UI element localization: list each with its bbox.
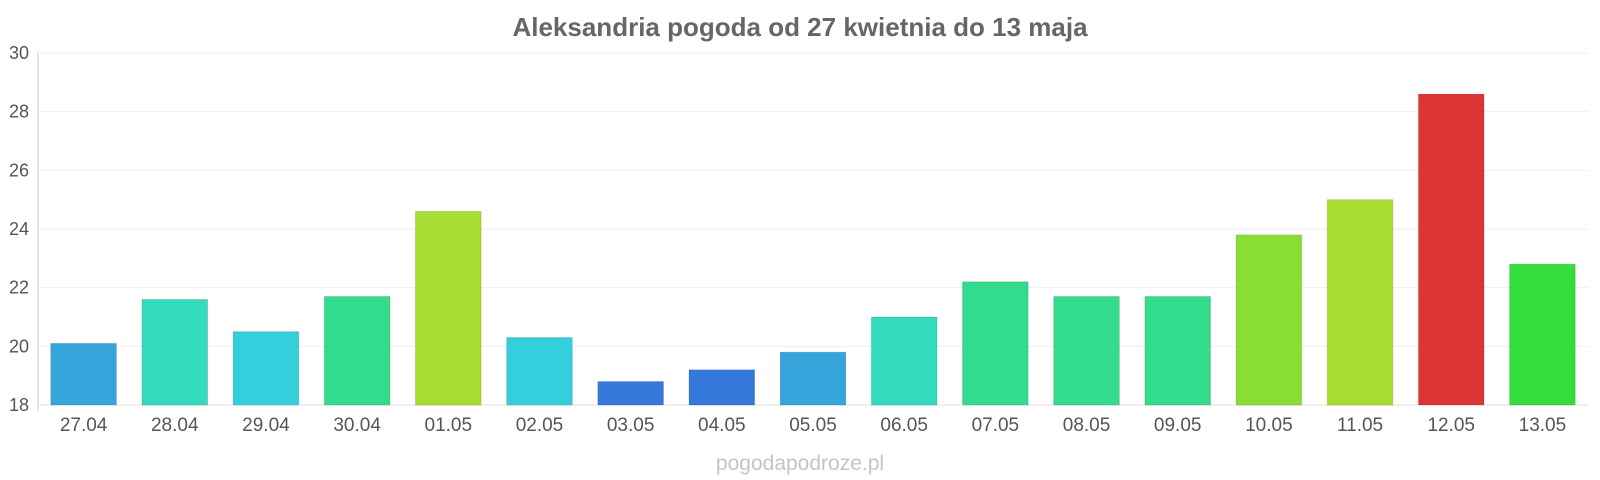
x-tick-label: 07.05 — [972, 415, 1020, 436]
bar-28.04[interactable] — [141, 298, 209, 406]
bar-07.05[interactable] — [962, 281, 1029, 406]
bar-12.05[interactable] — [1417, 93, 1485, 406]
x-tick-label: 05.05 — [789, 415, 837, 436]
x-axis-labels: 27.04 28.04 29.04 30.04 01.05 02.05 03.05 04.05… — [60, 415, 1566, 436]
x-tick-label: 11.05 — [1337, 415, 1383, 436]
bar-11.05[interactable] — [1326, 199, 1394, 406]
y-tick-label: 18 — [9, 395, 29, 415]
bar-30.04[interactable] — [323, 295, 391, 406]
x-tick-label: 09.05 — [1154, 415, 1202, 436]
x-tick-label: 12.05 — [1427, 415, 1475, 436]
x-tick-label: 06.05 — [880, 415, 928, 436]
x-tick-label: 29.04 — [242, 415, 290, 436]
x-tick-label: 01.05 — [425, 415, 473, 436]
bar-13.05[interactable] — [1509, 263, 1576, 406]
x-tick-label: 10.05 — [1245, 415, 1293, 436]
x-tick-label: 28.04 — [151, 415, 199, 436]
bar-03.05[interactable] — [597, 381, 664, 406]
x-tick-label: 27.04 — [60, 415, 108, 436]
bar-02.05[interactable] — [506, 337, 573, 406]
bar-08.05[interactable] — [1053, 295, 1120, 406]
x-tick-label: 08.05 — [1063, 415, 1111, 436]
x-tick-label: 04.05 — [698, 415, 746, 436]
bar-04.05[interactable] — [688, 369, 756, 406]
y-tick-label: 20 — [9, 336, 29, 356]
y-axis-ticks: 18 20 22 24 26 28 30 — [9, 43, 29, 415]
bar-09.05[interactable] — [1144, 295, 1212, 406]
y-tick-label: 30 — [9, 43, 29, 63]
y-tick-label: 22 — [9, 278, 29, 298]
x-tick-label: 02.05 — [516, 415, 564, 436]
watermark-text: pogodapodroze.pl — [716, 452, 884, 475]
bar-10.05[interactable] — [1235, 234, 1303, 406]
x-tick-label: 30.04 — [333, 415, 381, 436]
y-tick-label: 26 — [9, 160, 29, 180]
x-tick-label: 03.05 — [607, 415, 655, 436]
y-tick-label: 28 — [9, 102, 29, 122]
bar-06.05[interactable] — [870, 316, 938, 406]
bar-27.04[interactable] — [50, 342, 117, 406]
y-tick-label: 24 — [9, 219, 29, 239]
x-tick-label: 13.05 — [1519, 415, 1567, 436]
bars — [50, 93, 1576, 406]
bar-29.04[interactable] — [232, 331, 300, 406]
bar-05.05[interactable] — [779, 351, 847, 406]
chart-title: Aleksandria pogoda od 27 kwietnia do 13 … — [512, 12, 1088, 42]
bar-01.05[interactable] — [414, 210, 482, 406]
